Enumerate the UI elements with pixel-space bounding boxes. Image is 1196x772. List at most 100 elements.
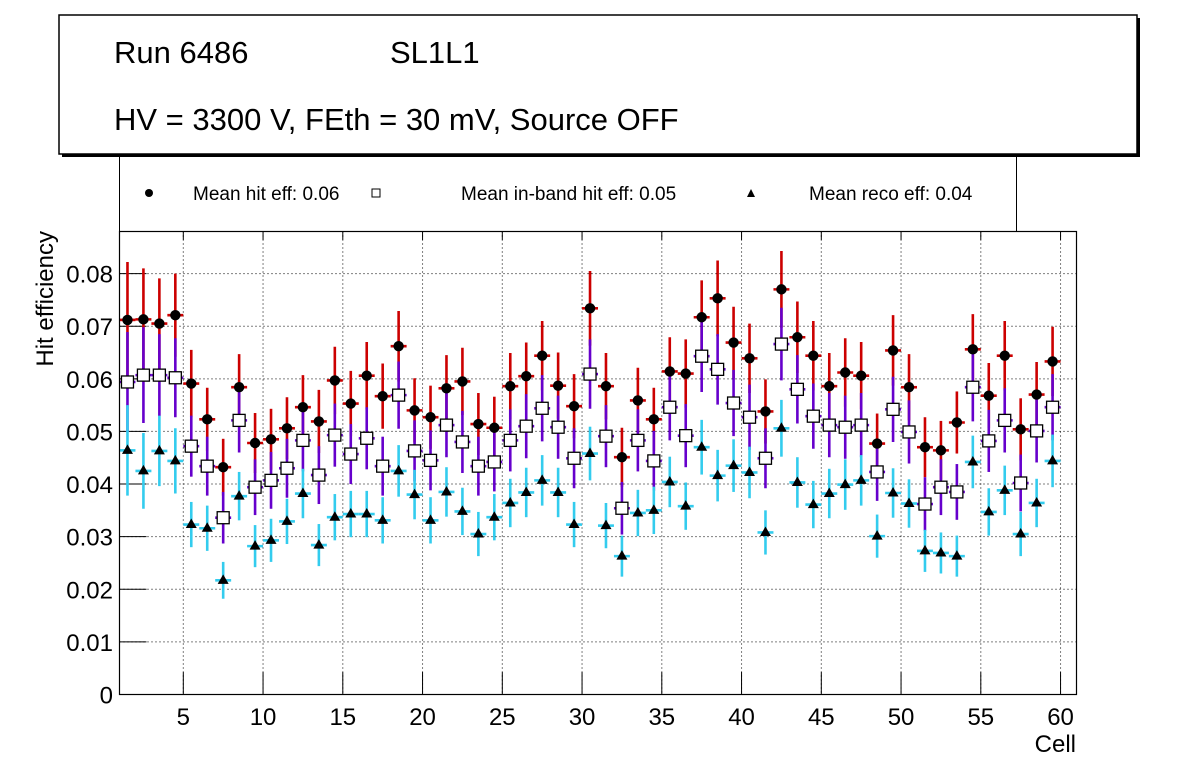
- title-box-frame: [58, 14, 1138, 155]
- data-point-inband: [647, 454, 661, 468]
- data-point-hit: [361, 370, 372, 381]
- data-point-inband: [455, 435, 470, 449]
- data-point-reco: [744, 466, 756, 476]
- data-point-hit: [808, 350, 819, 361]
- data-point-reco: [281, 515, 293, 525]
- data-point-reco: [536, 474, 548, 484]
- data-point-inband: [216, 511, 230, 525]
- data-point-hit: [568, 400, 580, 412]
- data-point-hit: [138, 314, 149, 325]
- y-tick-label: 0: [100, 683, 113, 710]
- data-point-inband: [1045, 400, 1060, 414]
- title-box: Run 6486 SL1L1 HV = 3300 V, FEth = 30 mV…: [58, 14, 1140, 157]
- data-point-reco: [871, 530, 883, 540]
- data-point-inband: [599, 429, 613, 443]
- data-point-inband: [631, 433, 645, 448]
- data-point-inband: [838, 420, 852, 434]
- data-point-reco: [712, 469, 724, 480]
- data-point-inband: [663, 400, 677, 414]
- x-tick-label: 45: [808, 704, 835, 731]
- layer-label: SL1L1: [390, 35, 480, 70]
- y-axis-title: Hit efficiency: [32, 231, 59, 367]
- data-point-hit: [425, 412, 436, 423]
- x-tick-label: 50: [888, 704, 915, 731]
- data-point-inband: [407, 444, 422, 458]
- data-point-hit: [441, 383, 452, 394]
- run-label: Run 6486: [114, 35, 248, 70]
- data-point-hit: [760, 406, 771, 417]
- data-point-hit: [855, 370, 867, 381]
- x-tick-label: 55: [967, 704, 994, 731]
- data-point-inband: [360, 431, 374, 445]
- data-point-reco: [393, 464, 405, 475]
- legend-entry-reco: Mean reco eff: 0.04: [747, 184, 973, 205]
- data-point-hit: [521, 370, 532, 382]
- data-point-hit: [233, 382, 245, 393]
- data-point-hit: [473, 418, 484, 430]
- data-point-hit: [186, 378, 197, 389]
- data-point-hit: [297, 402, 309, 413]
- data-point-hit: [457, 376, 468, 387]
- data-point-inband: [695, 349, 709, 363]
- data-point-reco: [313, 539, 325, 549]
- data-point-hit: [536, 350, 548, 361]
- data-point-inband: [312, 468, 326, 482]
- x-tick-label: 20: [409, 704, 436, 731]
- y-tick-label: 0.05: [66, 419, 113, 446]
- data-point-reco: [488, 511, 500, 521]
- y-tick-label: 0.01: [66, 630, 113, 657]
- data-point-hit: [1047, 356, 1058, 367]
- data-point-reco: [297, 487, 309, 498]
- tick-labels: 5 10 15 20 25 30 35 40 45 50 55 60 0 0.01 0.02 0.03 0.04…: [66, 262, 1074, 731]
- data-point-inband: [264, 473, 278, 488]
- y-tick-label: 0.04: [66, 472, 113, 499]
- data-point-hit: [616, 452, 628, 463]
- data-point-hit: [983, 390, 994, 401]
- data-markers: [120, 284, 1060, 584]
- data-point-hit: [632, 395, 644, 406]
- data-point-inband: [870, 465, 884, 479]
- data-point-inband: [376, 459, 390, 473]
- data-point-reco: [153, 444, 165, 455]
- data-point-reco: [600, 519, 612, 530]
- data-point-hit: [170, 309, 181, 321]
- data-point-inband: [471, 459, 486, 473]
- data-point-hit: [122, 314, 133, 326]
- x-tick-label: 60: [1047, 704, 1074, 731]
- data-point-reco: [201, 522, 213, 532]
- data-point-inband: [710, 362, 725, 376]
- data-point-hit: [728, 337, 739, 348]
- data-point-reco: [983, 505, 995, 516]
- data-point-inband: [232, 413, 246, 428]
- data-point-reco: [696, 441, 708, 451]
- data-point-inband: [615, 501, 629, 515]
- legend-triangle-marker-icon: [747, 189, 755, 197]
- y-tick-label: 0.08: [66, 262, 113, 289]
- data-point-hit: [489, 422, 500, 433]
- x-tick-label: 10: [250, 704, 277, 731]
- legend-label-reco: Mean reco eff: 0.04: [809, 184, 973, 205]
- data-point-inband: [854, 418, 868, 432]
- data-point-inband: [280, 461, 294, 475]
- legend-entry-hit: Mean hit eff: 0.06: [145, 184, 339, 205]
- data-point-reco: [903, 497, 915, 508]
- data-point-inband: [423, 453, 438, 468]
- data-point-reco: [951, 550, 963, 560]
- legend-label-inband: Mean in-band hit eff: 0.05: [461, 184, 676, 205]
- data-point-hit: [999, 350, 1010, 361]
- data-point-reco: [361, 508, 373, 518]
- data-point-reco: [137, 464, 149, 475]
- data-point-inband: [679, 428, 693, 443]
- data-point-hit: [409, 405, 420, 416]
- data-point-hit: [664, 366, 675, 377]
- x-tick-label: 30: [569, 704, 596, 731]
- data-point-reco: [1047, 454, 1059, 465]
- data-point-inband: [248, 480, 262, 494]
- x-tick-label: 35: [648, 704, 675, 731]
- data-point-hit: [951, 417, 963, 428]
- data-point-inband: [120, 375, 135, 389]
- data-point-reco: [967, 455, 979, 466]
- data-point-hit: [552, 380, 564, 391]
- data-point-inband: [1014, 476, 1028, 490]
